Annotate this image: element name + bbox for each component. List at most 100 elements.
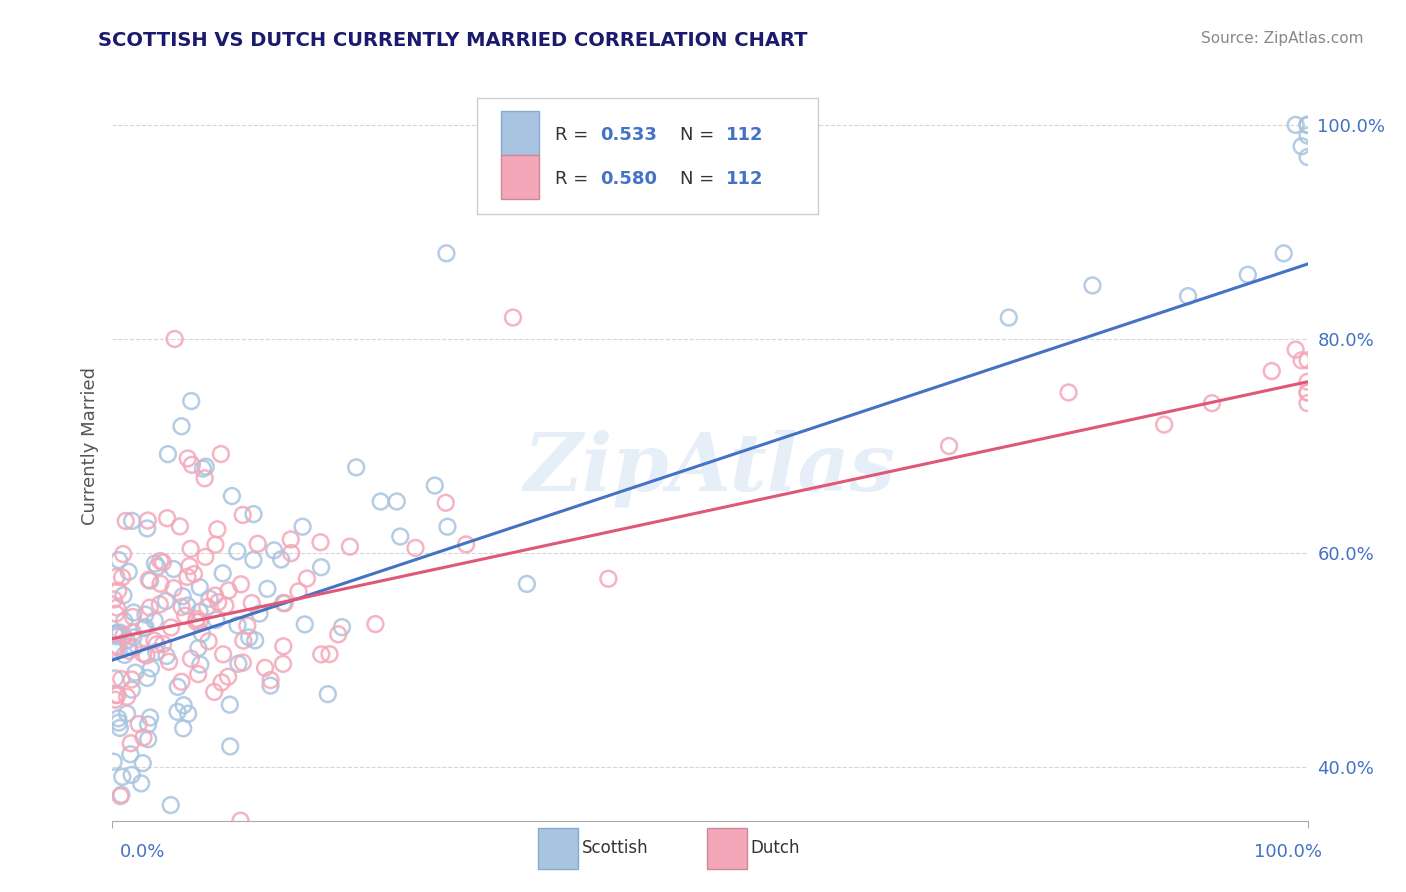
Dutch xyxy=(280,546,302,560)
Scottish xyxy=(238,631,260,645)
Scottish xyxy=(436,519,458,533)
Dutch xyxy=(195,600,218,615)
Scottish xyxy=(134,607,156,622)
Scottish xyxy=(1296,150,1319,164)
Scottish xyxy=(112,588,135,602)
Dutch xyxy=(1153,417,1175,432)
Scottish xyxy=(105,629,128,643)
Scottish xyxy=(423,478,446,492)
Scottish xyxy=(194,459,217,474)
Scottish xyxy=(105,625,128,640)
Scottish xyxy=(198,591,221,606)
Dutch xyxy=(181,458,204,472)
Y-axis label: Currently Married: Currently Married xyxy=(80,367,98,525)
Dutch xyxy=(115,690,138,704)
Scottish xyxy=(143,614,166,628)
Dutch xyxy=(259,673,281,687)
Dutch xyxy=(502,310,524,325)
Dutch xyxy=(156,511,179,525)
Dutch xyxy=(194,549,217,564)
FancyBboxPatch shape xyxy=(477,97,818,214)
Dutch xyxy=(135,648,157,663)
Dutch xyxy=(1296,375,1319,389)
Scottish xyxy=(134,620,156,634)
Scottish xyxy=(259,679,281,693)
Scottish xyxy=(107,711,129,725)
Dutch xyxy=(204,589,226,603)
Dutch xyxy=(174,608,197,623)
Scottish xyxy=(156,447,179,461)
Dutch xyxy=(110,672,132,686)
Scottish xyxy=(103,627,125,641)
Dutch xyxy=(177,451,200,466)
Scottish xyxy=(1296,118,1319,132)
Dutch xyxy=(152,556,174,570)
Scottish xyxy=(249,607,271,621)
Scottish xyxy=(139,661,162,675)
Scottish xyxy=(316,687,339,701)
Text: Scottish: Scottish xyxy=(582,839,648,857)
Scottish xyxy=(136,521,159,535)
Scottish xyxy=(103,755,125,769)
Scottish xyxy=(129,776,152,790)
Dutch xyxy=(309,535,332,549)
Scottish xyxy=(1177,289,1199,303)
Scottish xyxy=(121,514,143,528)
Dutch xyxy=(1285,343,1308,357)
Dutch xyxy=(214,599,236,613)
Dutch xyxy=(176,570,198,584)
Dutch xyxy=(121,673,143,687)
Text: 0.533: 0.533 xyxy=(600,126,657,144)
Dutch xyxy=(186,612,208,626)
Dutch xyxy=(232,633,254,648)
Dutch xyxy=(204,538,226,552)
Dutch xyxy=(104,692,127,706)
Dutch xyxy=(253,661,276,675)
Scottish xyxy=(122,631,145,645)
Scottish xyxy=(108,625,131,640)
Scottish xyxy=(111,770,134,784)
Scottish xyxy=(172,589,194,603)
Dutch xyxy=(1291,353,1313,368)
Dutch xyxy=(236,618,259,632)
Scottish xyxy=(110,788,132,802)
Scottish xyxy=(187,641,209,656)
Scottish xyxy=(136,671,159,685)
Scottish xyxy=(155,648,177,663)
Scottish xyxy=(177,706,200,721)
Dutch xyxy=(120,736,142,750)
Dutch xyxy=(160,620,183,634)
Scottish xyxy=(180,394,202,409)
Dutch xyxy=(105,570,128,584)
Dutch xyxy=(163,581,186,595)
Scottish xyxy=(436,246,458,260)
Text: R =: R = xyxy=(554,126,593,144)
Scottish xyxy=(104,672,127,686)
Dutch xyxy=(149,576,172,591)
Dutch xyxy=(146,637,169,651)
Text: ZipAtlas: ZipAtlas xyxy=(524,430,896,508)
Scottish xyxy=(108,553,131,567)
Scottish xyxy=(226,544,249,558)
Scottish xyxy=(143,557,166,571)
Scottish xyxy=(172,722,194,736)
Scottish xyxy=(1285,118,1308,132)
Scottish xyxy=(271,596,294,610)
Scottish xyxy=(1272,246,1295,260)
Dutch xyxy=(1201,396,1223,410)
Dutch xyxy=(169,519,191,533)
Scottish xyxy=(191,461,214,475)
Scottish xyxy=(516,577,538,591)
Dutch xyxy=(405,541,427,555)
Scottish xyxy=(176,599,198,613)
Dutch xyxy=(163,332,186,346)
Dutch xyxy=(434,496,457,510)
Dutch xyxy=(229,814,252,828)
Dutch xyxy=(1296,385,1319,400)
Dutch xyxy=(194,471,217,485)
Dutch xyxy=(111,570,134,584)
Scottish xyxy=(270,552,292,566)
Scottish xyxy=(385,494,408,508)
Dutch xyxy=(454,537,477,551)
Dutch xyxy=(212,648,235,662)
